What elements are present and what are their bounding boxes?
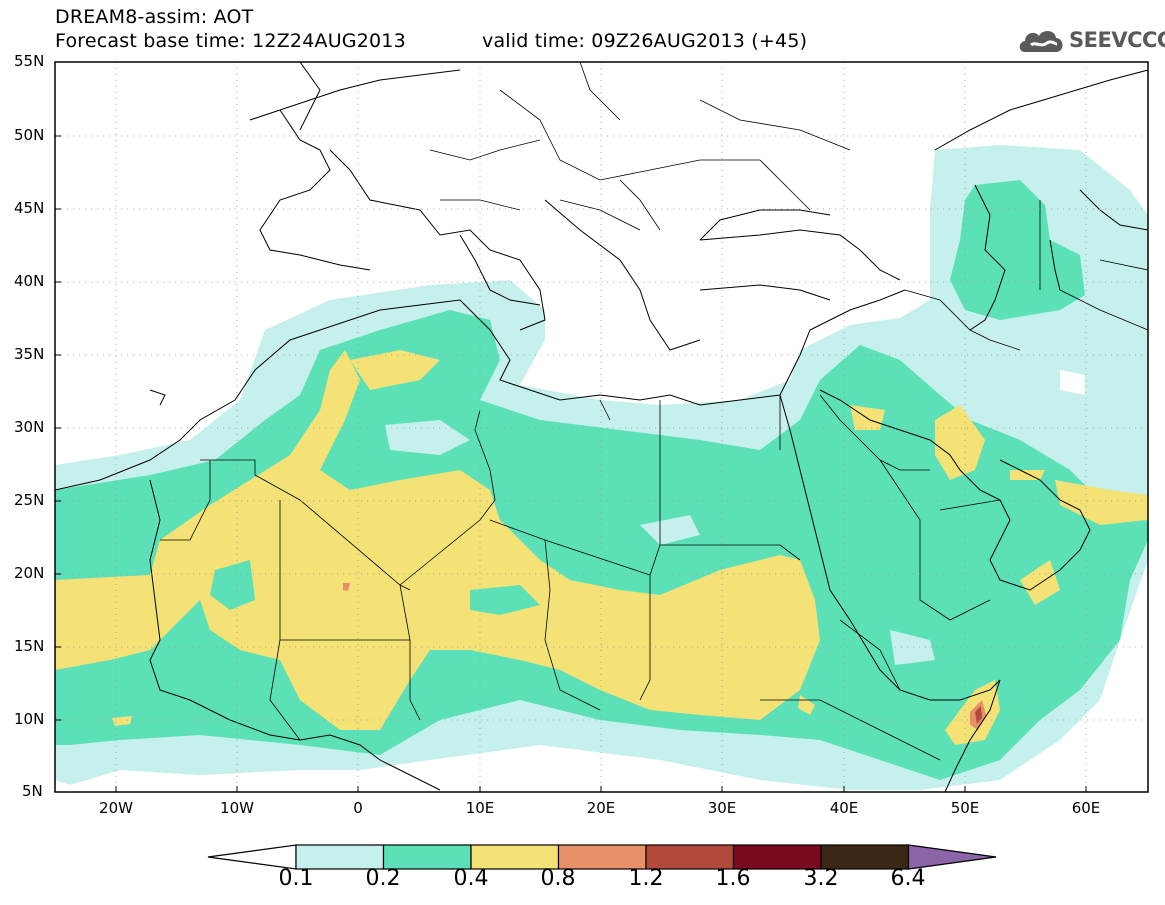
colorbar-label: 1.6 — [715, 866, 751, 891]
lat-label: 15N — [14, 637, 45, 655]
colorbar-swatch-1 — [295, 844, 385, 870]
lat-label: 20N — [14, 564, 45, 582]
colorbar-label: 3.2 — [803, 866, 839, 891]
coastlines — [55, 62, 1148, 792]
lat-label: 45N — [14, 199, 45, 217]
lat-label: 5N — [22, 782, 43, 800]
forecast-base-time: Forecast base time: 12Z24AUG2013 — [55, 30, 406, 52]
colorbar — [207, 844, 997, 870]
lat-label: 40N — [14, 272, 45, 290]
lon-label: 60E — [1071, 799, 1101, 817]
lon-label: 50E — [950, 799, 980, 817]
grid-lines — [55, 62, 1148, 792]
map-title: DREAM8-assim: AOT — [55, 6, 254, 28]
cloud-logo-icon — [1019, 30, 1063, 52]
lat-label: 25N — [14, 491, 45, 509]
colorbar-label: 1.2 — [628, 866, 664, 891]
seevccc-logo: SEEVCCC — [1017, 24, 1165, 58]
aot-band-0.4-sahara — [55, 350, 820, 730]
lat-label: 50N — [14, 126, 45, 144]
colorbar-label: 0.2 — [365, 866, 401, 891]
lon-label: 10E — [465, 799, 495, 817]
valid-time: valid time: 09Z26AUG2013 (+45) — [482, 30, 808, 52]
lon-label: 10W — [220, 799, 254, 817]
colorbar-swatch-5 — [645, 844, 735, 870]
colorbar-swatch-3 — [470, 844, 560, 870]
aot-band-0.2-caspian — [950, 180, 1085, 320]
logo-text: SEEVCCC — [1069, 28, 1165, 52]
axis-ticks — [55, 61, 1087, 793]
lat-label: 55N — [14, 52, 45, 70]
colorbar-high-arrow — [907, 844, 997, 870]
lon-label: 0 — [353, 799, 363, 817]
lon-label: 20E — [586, 799, 616, 817]
lat-label: 30N — [14, 418, 45, 436]
lon-label: 30E — [707, 799, 737, 817]
lon-label: 40E — [829, 799, 859, 817]
colorbar-label: 0.8 — [540, 866, 576, 891]
colorbar-label: 6.4 — [890, 866, 926, 891]
colorbar-label: 0.1 — [278, 866, 314, 891]
aot-field — [55, 145, 1148, 790]
lat-label: 10N — [14, 710, 45, 728]
lat-label: 35N — [14, 345, 45, 363]
colorbar-swatch-6 — [732, 844, 822, 870]
colorbar-label: 0.4 — [453, 866, 489, 891]
lon-label: 20W — [99, 799, 133, 817]
